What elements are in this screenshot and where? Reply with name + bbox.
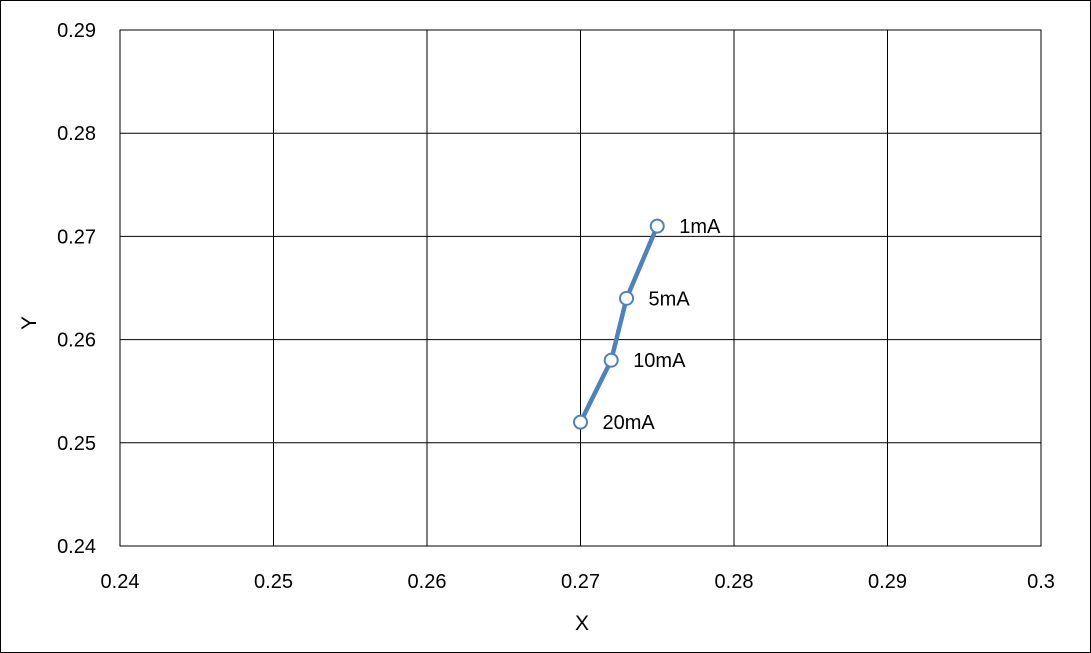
- plot-border: [119, 29, 1042, 547]
- series-markers: [573, 218, 665, 430]
- data-point-label: 1mA: [679, 216, 721, 238]
- y-tick-label: 0.24: [57, 536, 96, 558]
- x-axis-ticks: 0.24 0.25 0.26 0.27 0.28 0.29 0.3: [101, 571, 1055, 593]
- data-point-label: 5mA: [649, 288, 691, 310]
- y-tick-label: 0.29: [57, 20, 96, 42]
- y-tick-label: 0.28: [57, 123, 96, 145]
- series-line: [578, 223, 660, 425]
- plot-area: [119, 29, 1042, 547]
- x-tick-label: 0.26: [408, 571, 447, 593]
- gridlines: [119, 29, 1042, 547]
- data-point-marker: [619, 290, 635, 306]
- y-tick-label: 0.27: [57, 226, 96, 248]
- data-point-marker: [649, 218, 665, 234]
- y-tick-label: 0.25: [57, 433, 96, 455]
- y-axis-title: Y: [18, 316, 41, 330]
- x-axis-title: X: [575, 612, 589, 635]
- data-point-label: 20mA: [603, 412, 656, 434]
- y-axis-ticks: 0.29 0.28 0.27 0.26 0.25 0.24: [57, 20, 96, 558]
- x-tick-label: 0.28: [715, 571, 754, 593]
- series-line-path: [578, 223, 660, 425]
- x-tick-label: 0.27: [561, 571, 600, 593]
- data-point-label: 10mA: [633, 350, 686, 372]
- data-point-marker: [573, 414, 588, 430]
- y-tick-label: 0.26: [57, 330, 96, 352]
- x-tick-label: 0.3: [1027, 571, 1055, 593]
- x-tick-label: 0.24: [101, 571, 140, 593]
- data-labels: 1mA 5mA 10mA 20mA: [603, 216, 722, 434]
- x-tick-label: 0.25: [254, 571, 293, 593]
- data-point-marker: [603, 352, 619, 368]
- x-tick-label: 0.29: [868, 571, 907, 593]
